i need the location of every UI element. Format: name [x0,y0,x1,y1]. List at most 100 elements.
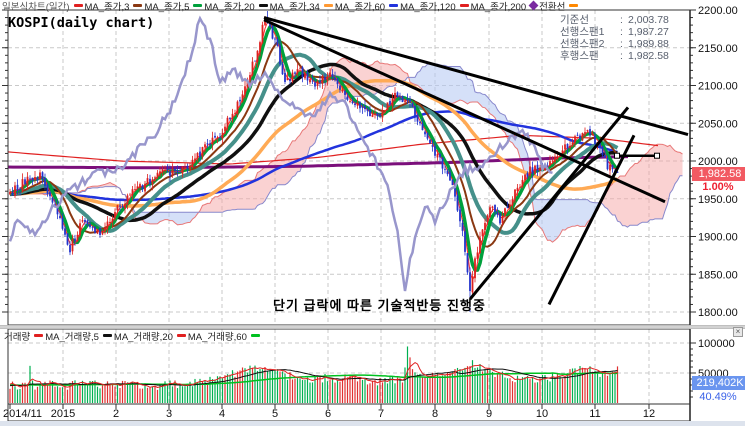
ichimoku-cloud [262,166,265,204]
panel-divider[interactable] [0,325,745,329]
ichimoku-cloud [620,176,623,226]
ichimoku-cloud [630,166,633,226]
ichimoku-cloud [660,144,663,219]
candle-body [294,72,296,74]
volume-axis-tick-label: 100000 [698,338,735,350]
trend-line-4[interactable] [547,134,636,306]
ichimoku-cloud [675,150,678,184]
ichimoku-value: 2,003.78 [628,14,669,26]
candle-body [331,74,334,77]
trend-line-3[interactable] [468,106,630,301]
ma-legend-marker-icon [73,4,83,7]
ma-legend-label: MA_종가,20 [204,1,255,13]
trend-line-2[interactable] [263,18,666,204]
candle-body [534,165,536,174]
candle-body [326,76,329,82]
ichimoku-cloud [310,114,313,148]
candle-body [454,183,456,197]
candle-body [371,114,374,117]
candle-body [231,113,234,120]
candle-body [19,188,21,191]
candle-body [586,130,589,132]
vol-ma-legend-item: 거래량 [4,329,30,343]
candle-body [449,172,451,181]
candle-body [214,135,216,138]
x-axis-tick-label: 4 [219,408,225,420]
ichimoku-value: 1,989.88 [628,38,669,50]
ichimoku-cloud [172,212,175,223]
purple-line [8,155,629,170]
candle-body [416,116,419,122]
price-axis-tick-label: 2050.00 [698,118,738,130]
candle-body [581,133,584,141]
vol-ma-legend-marker-icon [176,334,186,337]
ichimoku-cloud [590,201,593,220]
ichimoku-cloud [452,66,455,104]
candle-body [259,42,261,52]
candle-body [404,101,406,103]
line-handle[interactable] [614,152,620,159]
drawn-trendlines[interactable] [263,16,689,306]
candle-body [591,133,594,136]
ichimoku-cloud [610,183,613,216]
candle-body [256,50,259,63]
ichimoku-cloud [677,151,680,181]
ichimoku-cloud [377,61,380,93]
candle-body [46,184,49,194]
candle-body [159,171,161,175]
candle-body [69,244,71,253]
candle-body [396,92,399,98]
ma-legend-item: MA_종가,200 [458,0,526,13]
candle-body [361,106,364,108]
price-axis-tick-label: 2150.00 [698,43,738,55]
ichimoku-cloud [160,212,163,222]
candle-body [509,204,511,207]
candle-body [516,187,519,192]
candle-body [349,101,351,102]
candle-body [221,132,224,139]
ichimoku-cloud [240,182,243,210]
candle-body [209,143,211,145]
volume-plot-area[interactable] [9,346,619,403]
ichimoku-value: 1,987.27 [628,26,669,38]
ichimoku-cloud [322,87,325,126]
candle-body [11,192,14,195]
candle-body [556,156,559,159]
chart-annotation-text[interactable]: 단기 급락에 따른 기술적반등 진행중 [273,298,486,313]
ichimoku-info-row: 기준선:2,003.78 [560,14,669,26]
trend-line-1[interactable] [263,16,689,137]
ichimoku-cloud [570,199,573,228]
candle-body [196,152,199,159]
candle-body [81,220,84,222]
vol-ma-legend-marker-icon [102,334,112,337]
ma-legend-item: MA_종가,3 [72,0,129,13]
candle-body [84,219,86,222]
x-axis-tick-label: 3 [166,408,172,420]
candle-body [564,144,566,150]
candle-body [181,166,184,174]
ichimoku-cloud [547,199,550,241]
ichimoku-cloud [272,160,275,189]
close-icon[interactable]: × [733,327,743,337]
ichimoku-cloud [460,66,463,101]
candle-body [199,151,201,158]
ichimoku-cloud [392,64,395,87]
candle-body [144,183,146,192]
vol-ma-legend-item: MA_거래량,5 [32,329,99,343]
ichimoku-cloud [397,66,400,82]
ichimoku-cloud [425,64,428,95]
ichimoku-cloud [165,212,168,220]
price-axis-tick-label: 2100.00 [698,81,738,93]
candle-body [506,206,509,208]
ichimoku-cloud [312,109,315,146]
price-plot-area[interactable] [8,11,683,312]
ma-legend-marker-icon [528,0,539,11]
candle-body [579,135,581,139]
candle-body [354,103,356,106]
candle-body [146,178,149,184]
line-handle[interactable] [654,152,660,159]
candle-body [499,213,501,224]
ichimoku-cloud [297,134,300,172]
ichimoku-cloud [170,212,173,221]
